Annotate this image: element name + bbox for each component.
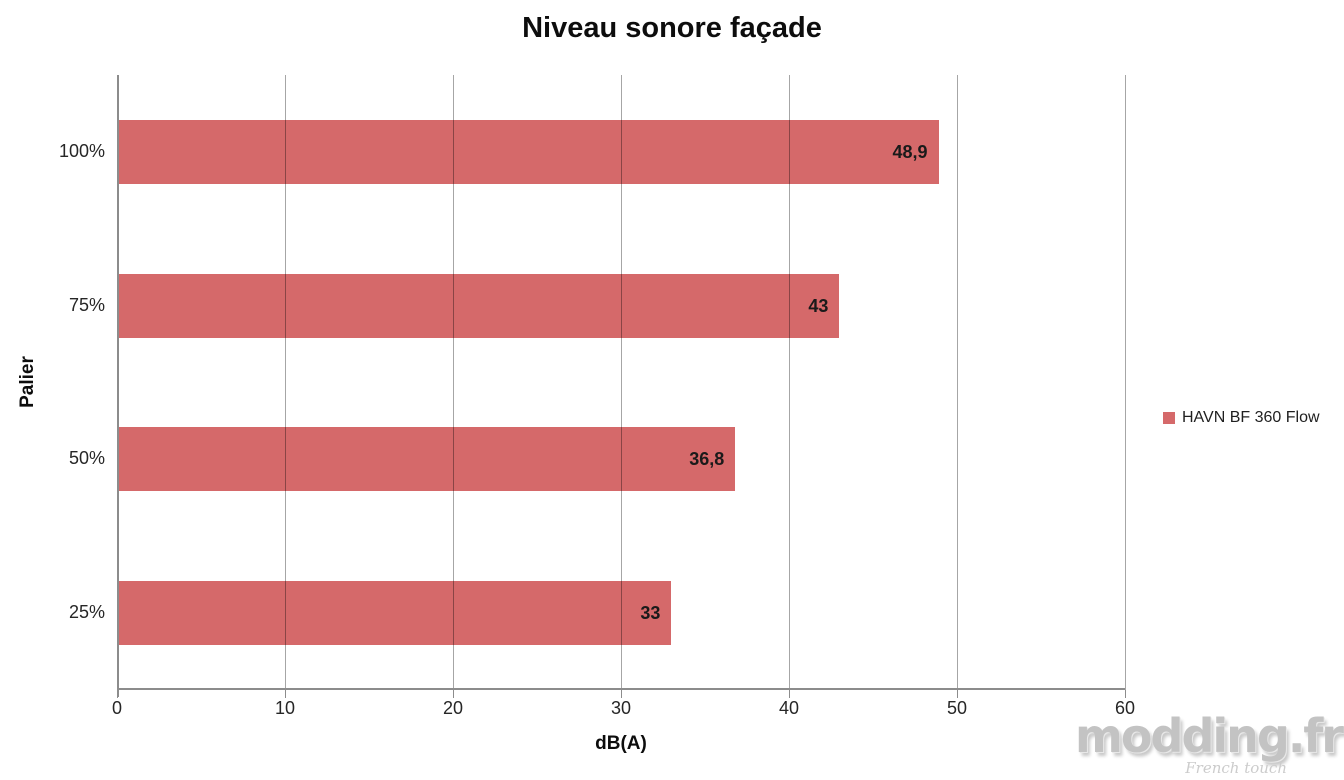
gridline-20: [453, 75, 454, 690]
x-axis-title: dB(A): [595, 733, 647, 754]
gridline-50: [957, 75, 958, 690]
watermark-logo: modding.fr: [1074, 709, 1344, 763]
x-tickmark-50: [957, 690, 958, 698]
chart-title: Niveau sonore façade: [522, 12, 822, 44]
y-tick-label-25%: 25%: [68, 602, 105, 623]
bar-75%: 43: [117, 273, 840, 338]
legend: HAVN BF 360 Flow: [1163, 409, 1320, 427]
gridline-30: [621, 75, 622, 690]
gridline-40: [789, 75, 790, 690]
x-tick-label-30: 30: [610, 698, 632, 718]
x-axis-line: [117, 688, 1125, 690]
x-tick-label-60: 60: [1114, 698, 1136, 718]
watermark-tagline: French touch: [1185, 759, 1287, 777]
x-tickmark-40: [789, 690, 790, 698]
legend-label: HAVN BF 360 Flow: [1182, 409, 1320, 426]
x-tick-label-50: 50: [946, 698, 968, 718]
bar-25%: 33: [117, 581, 672, 646]
y-tick-label-100%: 100%: [58, 140, 105, 161]
plot-area: 48,9 43 36,8 33: [117, 75, 1126, 698]
y-tick-label-75%: 75%: [68, 294, 105, 315]
x-tick-label-0: 0: [111, 698, 122, 718]
bar-value-label-75%: 43: [808, 295, 829, 316]
x-tick-label-20: 20: [442, 698, 464, 718]
x-tickmark-60: [1125, 690, 1126, 698]
bar-50%: 36,8: [117, 427, 736, 492]
y-axis-line: [117, 75, 119, 697]
legend-marker-icon: [1163, 412, 1175, 424]
bar-value-label-50%: 36,8: [689, 449, 725, 470]
bar-100%: 48,9: [117, 119, 939, 184]
x-tickmark-20: [453, 690, 454, 698]
gridline-10: [285, 75, 286, 690]
x-tickmark-30: [621, 690, 622, 698]
bar-value-label-25%: 33: [640, 603, 661, 624]
watermark: modding.fr French touch: [1074, 709, 1344, 777]
x-tickmark-10: [285, 690, 286, 698]
x-tickmark-0: [117, 690, 118, 698]
bar-value-label-100%: 48,9: [892, 141, 928, 162]
y-tick-label-50%: 50%: [68, 448, 105, 469]
gridline-60: [1125, 75, 1126, 690]
x-tick-label-10: 10: [274, 698, 296, 718]
x-tick-label-40: 40: [778, 698, 800, 718]
y-axis-title: Palier: [17, 356, 38, 408]
